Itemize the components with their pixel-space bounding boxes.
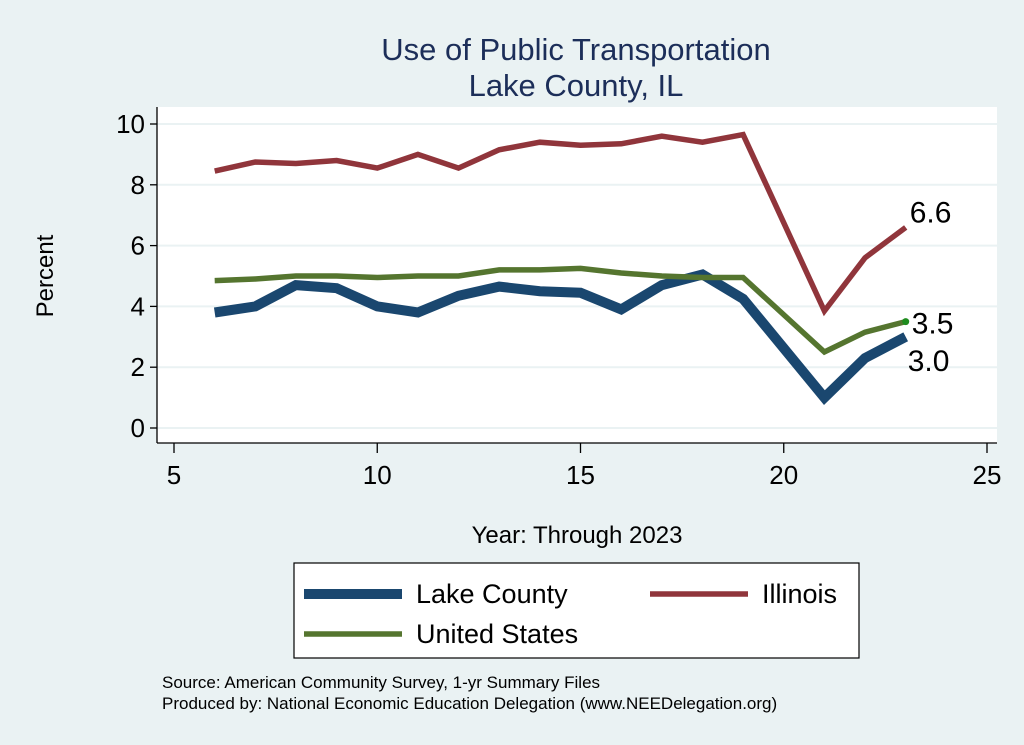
end-label-lake-county: 3.0	[908, 345, 950, 378]
y-tick-label: 10	[116, 109, 145, 139]
end-labels: 6.6 3.0 3.5	[902, 196, 954, 378]
gridlines	[157, 123, 997, 429]
chart-subtitle: Lake County, IL	[469, 68, 684, 103]
series-line-united-states	[214, 265, 907, 356]
series-lines	[213, 131, 909, 405]
y-tick-label: 4	[131, 291, 145, 321]
y-tick-label: 6	[131, 231, 145, 261]
legend-box	[293, 562, 860, 659]
legend-label-illinois: Illinois	[762, 579, 837, 609]
x-tick-label: 10	[363, 460, 392, 490]
end-label-united-states: 3.5	[912, 308, 954, 341]
chart-title: Use of Public Transportation	[381, 32, 770, 67]
series-line-illinois	[214, 131, 908, 317]
x-tick-label: 5	[167, 460, 181, 490]
legend-label-united-states: United States	[416, 619, 578, 649]
end-label-illinois: 6.6	[910, 196, 952, 229]
y-tick-label: 8	[131, 170, 145, 200]
y-tick-label: 0	[131, 413, 145, 443]
series-line-lake-county	[213, 269, 909, 405]
source-note: Source: American Community Survey, 1-yr …	[162, 673, 600, 692]
axes: 0 2 4 6 8 10 5 10 15 20 25	[116, 107, 1001, 490]
y-tick-label: 2	[131, 352, 145, 382]
x-axis-title: Year: Through 2023	[472, 522, 683, 549]
y-axis-title: Percent	[32, 234, 59, 317]
end-marker-united-states	[902, 318, 910, 326]
producer-note: Produced by: National Economic Education…	[162, 694, 777, 713]
x-tick-label: 20	[769, 460, 798, 490]
legend-label-lake-county: Lake County	[416, 579, 568, 609]
legend: Lake County Illinois United States	[293, 562, 860, 659]
x-tick-label: 25	[973, 460, 1002, 490]
x-tick-label: 15	[566, 460, 595, 490]
